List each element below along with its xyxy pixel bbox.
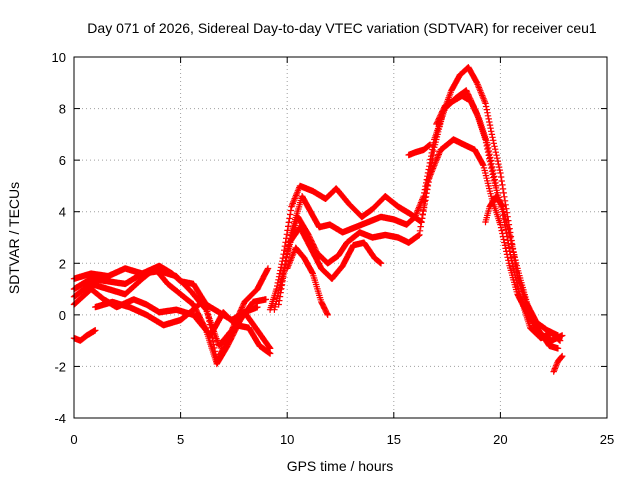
series-track-13 bbox=[482, 193, 566, 344]
y-tick-label: 0 bbox=[59, 308, 66, 323]
x-tick-label: 20 bbox=[493, 432, 507, 447]
y-tick-label: -4 bbox=[54, 411, 66, 426]
series-track-11 bbox=[284, 244, 331, 319]
series-markers bbox=[482, 193, 566, 344]
series-markers bbox=[433, 92, 500, 190]
series-markers bbox=[275, 136, 562, 352]
series-track-8 bbox=[271, 87, 564, 344]
x-tick-label: 10 bbox=[280, 432, 294, 447]
series-track-14 bbox=[550, 352, 566, 375]
series-track-5 bbox=[92, 298, 274, 352]
y-tick-label: 2 bbox=[59, 256, 66, 271]
x-tick-label: 15 bbox=[387, 432, 401, 447]
x-tick-label: 5 bbox=[177, 432, 184, 447]
series-track-12 bbox=[405, 141, 434, 159]
series-markers bbox=[271, 87, 564, 344]
y-tick-label: 4 bbox=[59, 205, 66, 220]
plot-frame bbox=[73, 56, 608, 419]
y-tick-label: 10 bbox=[52, 50, 66, 65]
y-tick-label: 8 bbox=[59, 102, 66, 117]
series-track-15 bbox=[433, 92, 500, 190]
x-tick-label: 25 bbox=[600, 432, 614, 447]
series-track-9 bbox=[275, 136, 562, 352]
y-axis-label: SDTVAR / TECUs bbox=[6, 182, 22, 294]
series-track-10 bbox=[277, 224, 385, 293]
series-markers bbox=[277, 224, 385, 293]
series-markers bbox=[550, 352, 566, 375]
grid bbox=[74, 57, 607, 418]
series-markers bbox=[405, 141, 434, 159]
y-tick-label: -2 bbox=[54, 359, 66, 374]
series-track-6 bbox=[70, 327, 99, 344]
data-series bbox=[70, 64, 566, 375]
axis-ticks: 0 5 10 15 20 25 -4 -2 0 2 4 6 8 10 bbox=[52, 50, 615, 447]
y-tick-label: 6 bbox=[59, 153, 66, 168]
x-tick-label: 0 bbox=[70, 432, 77, 447]
chart-title: Day 071 of 2026, Sidereal Day-to-day VTE… bbox=[87, 20, 597, 36]
series-markers bbox=[92, 298, 274, 352]
x-axis-label: GPS time / hours bbox=[287, 458, 394, 474]
series-markers bbox=[284, 244, 331, 319]
series-markers bbox=[70, 327, 99, 344]
